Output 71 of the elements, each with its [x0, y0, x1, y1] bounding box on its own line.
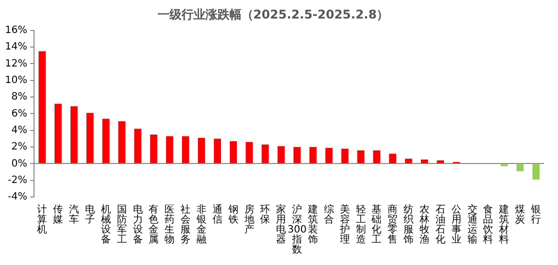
bar	[214, 138, 222, 164]
bar	[341, 148, 348, 164]
bar	[198, 138, 206, 164]
x-tick-label: 公用事业	[451, 204, 462, 246]
bar	[182, 136, 190, 164]
y-tick-label: 12%	[4, 58, 28, 70]
x-tick-label: 食品饮料	[482, 204, 494, 246]
x-tick-label: 煤炭	[515, 204, 526, 226]
bar	[420, 160, 428, 164]
bar	[166, 136, 174, 164]
x-tick-label: 商贸零售	[388, 204, 398, 246]
bar	[389, 154, 396, 164]
bar	[373, 150, 380, 164]
bar	[38, 51, 46, 164]
x-tick-label: 家用电器	[276, 204, 286, 246]
bar	[325, 148, 333, 164]
bar	[150, 134, 158, 164]
x-tick-label: 电子	[84, 204, 95, 226]
x-tick-label: 计算机	[37, 204, 48, 236]
x-tick-label: 纺织服饰	[402, 204, 414, 246]
bar	[278, 146, 285, 164]
x-tick-label: 房地产	[243, 204, 254, 236]
x-tick-label: 轻工制造	[356, 204, 366, 246]
bar	[230, 141, 237, 164]
x-tick-label: 农林牧渔	[418, 204, 430, 246]
x-tick-label: 电力设备	[132, 204, 143, 246]
bar	[357, 150, 364, 164]
x-tick-label: 建筑材料	[498, 204, 510, 246]
bar	[262, 144, 269, 164]
x-tick-label: 美容护理	[338, 204, 350, 246]
bar	[86, 112, 94, 164]
x-tick-label: 银行	[530, 204, 542, 226]
bar	[516, 164, 524, 172]
bar	[54, 104, 62, 164]
x-tick-label: 交通运输	[467, 204, 478, 246]
x-tick-label: 汽车	[69, 204, 80, 226]
y-tick-label: -4%	[8, 192, 28, 203]
bar	[309, 147, 317, 164]
bar	[405, 158, 412, 164]
x-tick-label: 沪深300指数	[288, 204, 307, 256]
x-tick-label: 钢铁	[227, 204, 238, 226]
y-tick-label: 0%	[11, 158, 28, 170]
bar	[246, 142, 253, 164]
x-tick-label: 有色金属	[148, 204, 159, 246]
y-tick-label: 4%	[11, 124, 28, 136]
x-tick-label: 石油石化	[435, 204, 446, 246]
y-tick-label: -2%	[8, 174, 28, 186]
bar	[102, 118, 110, 164]
y-tick-label: 6%	[11, 108, 28, 120]
x-tick-label: 传媒	[53, 204, 64, 226]
x-tick-label: 建筑装饰	[307, 204, 318, 246]
x-tick-label: 综合	[324, 204, 334, 226]
bar	[118, 121, 126, 164]
bar	[134, 128, 142, 164]
y-tick-label: 16%	[4, 24, 28, 36]
x-tick-label: 通信	[212, 204, 222, 226]
bar	[532, 164, 540, 180]
y-tick-label: 2%	[11, 142, 28, 153]
bar	[70, 106, 78, 164]
x-tick-label: 医药生物	[164, 204, 175, 246]
bar	[293, 147, 301, 164]
x-tick-label: 机械设备	[100, 204, 111, 246]
x-tick-label: 社会服务	[180, 204, 191, 246]
x-tick-label: 国防军工	[116, 204, 127, 246]
chart-title: 一级行业涨跌幅（2025.2.5-2025.2.8）	[157, 7, 389, 22]
y-tick-label: 8%	[11, 92, 28, 103]
y-tick-label: 14%	[4, 42, 28, 53]
x-tick-label: 非银金融	[195, 204, 206, 246]
x-tick-label: 环保	[260, 204, 270, 226]
y-tick-label: 10%	[4, 74, 28, 86]
x-tick-label: 基础化工	[370, 204, 382, 246]
